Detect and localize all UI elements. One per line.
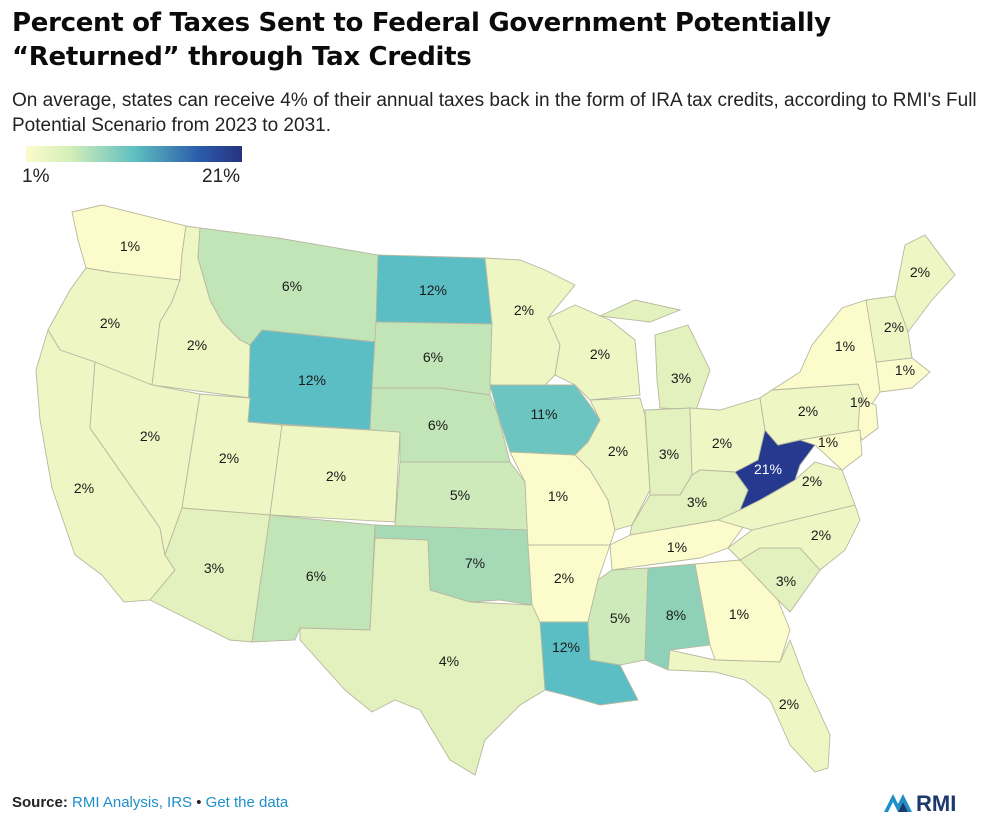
label-ar: 2% xyxy=(554,570,574,586)
label-md: 1% xyxy=(818,434,838,450)
state-nj[interactable] xyxy=(857,399,879,441)
get-data-link[interactable]: Get the data xyxy=(205,794,289,811)
label-al: 8% xyxy=(666,607,686,623)
label-ok: 7% xyxy=(465,555,485,571)
label-wi: 2% xyxy=(590,346,610,362)
chart-subtitle: On average, states can receive 4% of the… xyxy=(12,90,977,136)
label-or: 2% xyxy=(100,315,120,331)
label-nj: 1% xyxy=(850,394,870,410)
label-az: 3% xyxy=(204,560,224,576)
label-wy: 12% xyxy=(298,372,326,388)
state-wy[interactable] xyxy=(247,329,377,431)
label-co: 2% xyxy=(326,468,346,484)
label-tx: 4% xyxy=(439,653,459,669)
label-nd: 12% xyxy=(419,282,447,298)
label-new-england-south: 1% xyxy=(895,362,915,378)
us-choropleth-map: 1% 2% 2% 2% 2% 6% 12% 2% 3% 2% 6% 12% 6%… xyxy=(35,204,956,776)
label-fl: 2% xyxy=(779,696,799,712)
label-ia: 11% xyxy=(531,406,558,422)
label-sd: 6% xyxy=(423,349,443,365)
label-nv: 2% xyxy=(140,428,160,444)
legend-max-label: 21% xyxy=(202,166,241,187)
label-ut: 2% xyxy=(219,450,239,466)
state-me[interactable] xyxy=(894,234,956,333)
label-me: 2% xyxy=(910,264,930,280)
label-ky: 3% xyxy=(687,494,707,510)
label-oh: 2% xyxy=(712,435,732,451)
label-vt-nh: 2% xyxy=(884,319,904,335)
label-id: 2% xyxy=(187,337,207,353)
label-wv: 21% xyxy=(754,461,782,477)
legend-color-scale xyxy=(26,146,242,162)
label-mo: 1% xyxy=(548,488,568,504)
state-wi[interactable] xyxy=(547,304,641,401)
label-va: 2% xyxy=(802,473,822,489)
label-wa: 1% xyxy=(120,238,140,254)
label-ne: 6% xyxy=(428,417,448,433)
state-il[interactable] xyxy=(574,397,651,531)
label-ms: 5% xyxy=(610,610,630,626)
state-ms[interactable] xyxy=(587,567,649,666)
state-tn[interactable] xyxy=(609,514,753,571)
state-fl[interactable] xyxy=(667,638,831,773)
svg-text:RMI: RMI xyxy=(916,791,956,814)
label-nc: 2% xyxy=(811,527,831,543)
label-tn: 1% xyxy=(667,539,687,555)
label-pa: 2% xyxy=(798,403,818,419)
label-ga: 1% xyxy=(729,606,749,622)
source-label: Source: xyxy=(12,794,68,811)
label-mn: 2% xyxy=(514,302,534,318)
source-link[interactable]: RMI Analysis, IRS xyxy=(72,794,193,811)
label-sc: 3% xyxy=(776,573,796,589)
state-tx[interactable] xyxy=(299,537,546,776)
label-ny: 1% xyxy=(835,338,855,354)
source-line: Source: RMI Analysis, IRS • Get the data xyxy=(12,794,288,811)
state-md[interactable] xyxy=(799,429,863,471)
label-mt: 6% xyxy=(282,278,302,294)
source-separator: • xyxy=(196,794,202,811)
label-il: 2% xyxy=(608,443,628,459)
label-nm: 6% xyxy=(306,568,326,584)
legend-min-label: 1% xyxy=(22,166,50,187)
label-mi: 3% xyxy=(671,370,691,386)
label-ks: 5% xyxy=(450,487,470,503)
state-co[interactable] xyxy=(269,424,401,523)
label-in: 3% xyxy=(659,446,679,462)
chart-title: Percent of Taxes Sent to Federal Governm… xyxy=(12,8,831,72)
label-la: 12% xyxy=(552,639,580,655)
label-ca: 2% xyxy=(74,480,94,496)
rmi-logo: RMI xyxy=(884,791,956,814)
